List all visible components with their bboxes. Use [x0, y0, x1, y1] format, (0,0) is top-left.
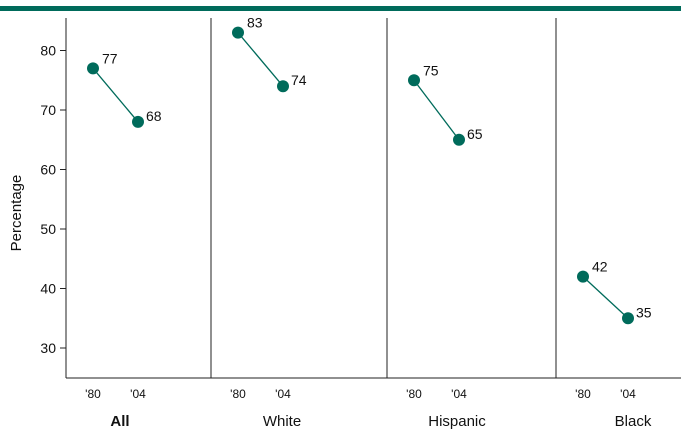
data-point	[87, 62, 99, 75]
data-label: 77	[102, 50, 118, 66]
x-tick-label: '04	[451, 387, 467, 401]
x-tick-label: '04	[130, 387, 146, 401]
series-line	[582, 276, 629, 319]
y-tick-label: 30	[40, 340, 56, 356]
data-label: 35	[636, 304, 652, 320]
data-label: 42	[592, 259, 608, 275]
y-axis-label: Percentage	[8, 175, 25, 252]
series-line	[413, 79, 460, 141]
data-label: 68	[146, 108, 162, 124]
data-point	[622, 312, 634, 325]
data-point	[232, 26, 244, 39]
series-line	[92, 67, 139, 123]
y-tick-label: 70	[40, 102, 56, 118]
data-point	[453, 133, 465, 146]
panel-label: White	[263, 413, 301, 430]
y-tick-label: 40	[40, 281, 56, 297]
y-tick-label: 80	[40, 43, 56, 59]
y-tick-label: 60	[40, 162, 56, 178]
series-line	[237, 32, 284, 87]
data-label: 74	[291, 72, 307, 88]
x-tick-label: '80	[575, 387, 591, 401]
panel-label: Hispanic	[428, 413, 486, 430]
panel-label: Black	[615, 413, 652, 430]
data-point	[408, 74, 420, 87]
x-tick-label: '80	[230, 387, 246, 401]
data-label: 65	[467, 126, 483, 142]
y-tick-label: 50	[40, 221, 56, 237]
x-tick-label: '80	[406, 387, 422, 401]
data-point	[577, 270, 589, 283]
data-label: 75	[423, 62, 439, 78]
panel-label: All	[110, 413, 129, 430]
data-point	[132, 115, 144, 128]
x-tick-label: '80	[85, 387, 101, 401]
data-label: 83	[247, 15, 263, 31]
x-tick-label: '04	[620, 387, 636, 401]
top-band	[0, 6, 681, 11]
x-tick-label: '04	[275, 387, 291, 401]
data-point	[277, 80, 289, 93]
